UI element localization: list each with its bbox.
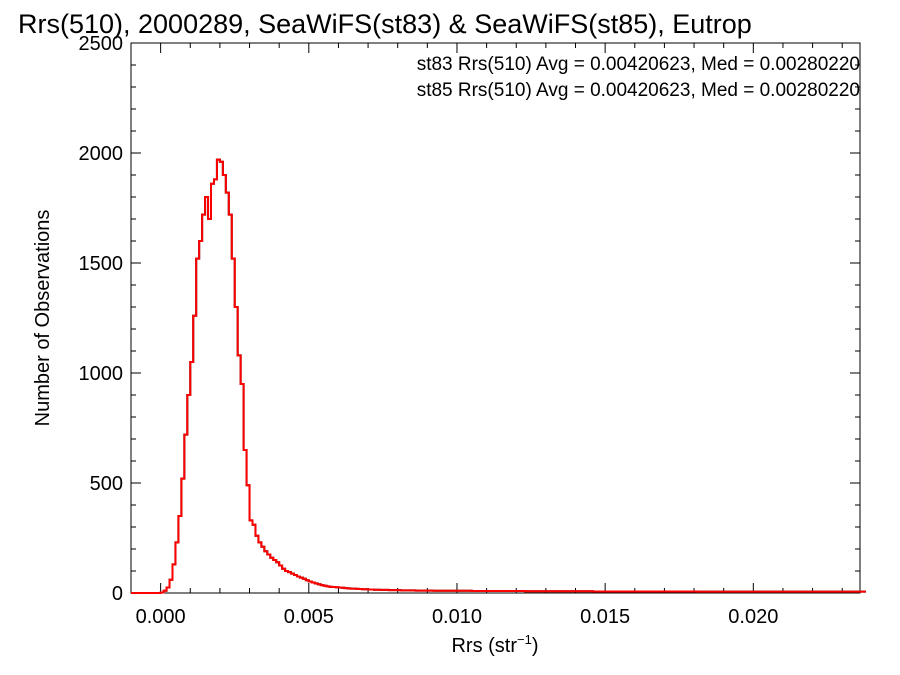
y-tick-label: 1500 [79, 253, 124, 275]
x-axis-label: Rrs (str−1) [451, 632, 538, 657]
y-tick-label: 500 [90, 473, 123, 495]
annotation-st83: st83 Rrs(510) Avg = 0.00420623, Med = 0.… [417, 54, 860, 75]
x-tick-label: 0.000 [136, 606, 186, 628]
x-tick-label: 0.005 [284, 606, 334, 628]
x-axis-label-close: ) [532, 635, 539, 657]
y-axis-ticks: 0 500 1000 1500 2000 2500 [79, 33, 860, 605]
y-axis-label: Number of Observations [32, 210, 54, 427]
y-tick-label: 2500 [79, 33, 124, 55]
y-tick-label: 2000 [79, 143, 124, 165]
x-tick-label: 0.010 [432, 606, 482, 628]
x-axis-ticks: 0.000 0.005 0.010 0.015 0.020 [130, 43, 843, 628]
x-tick-label: 0.015 [580, 606, 630, 628]
y-tick-label: 1000 [79, 363, 124, 385]
histogram-series-st85 [131, 158, 866, 594]
x-axis-label-text: Rrs (str [451, 635, 517, 657]
y-tick-label: 0 [112, 583, 123, 605]
plot-frame [130, 42, 861, 594]
x-axis-label-exponent: −1 [517, 632, 532, 647]
chart-title: Rrs(510), 2000289, SeaWiFS(st83) & SeaWi… [18, 9, 752, 39]
annotation-st85: st85 Rrs(510) Avg = 0.00420623, Med = 0.… [417, 80, 860, 101]
x-tick-label: 0.020 [728, 606, 778, 628]
